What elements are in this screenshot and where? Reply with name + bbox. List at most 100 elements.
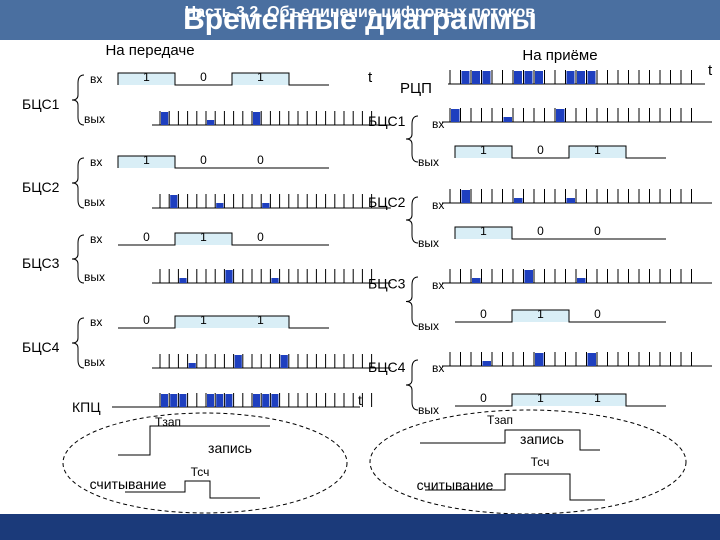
tx-input-label: вх [90, 155, 102, 169]
rx-read-label: считывание [417, 477, 494, 493]
tx-frames-pulse-low [271, 278, 279, 283]
rx-rcp-pulse [577, 71, 585, 84]
tx-frames-pulse-low [179, 278, 187, 283]
tx-output-label: вых [84, 270, 105, 284]
tx-frames-pulse-low [207, 120, 215, 125]
tx-input-bit-label: 0 [143, 230, 150, 244]
rx-write-label: запись [520, 431, 564, 447]
rx-output-bit-label: 1 [480, 143, 487, 157]
rx-output-bit-label: 1 [537, 307, 544, 321]
tx-input-bit-fill [232, 73, 289, 85]
rx-output-label: вых [418, 236, 439, 250]
tx-block-brace [71, 74, 85, 126]
rx-write-trace [420, 429, 600, 451]
tx-kpc-pulse [253, 394, 260, 407]
tx-input-bit-label: 1 [143, 70, 150, 84]
tx-input-bit-fill [118, 156, 175, 168]
tx-frames-pulse [225, 270, 233, 283]
rx-rcp-pulse [524, 71, 533, 84]
tx-kpc-pulse [271, 394, 279, 407]
rx-block-name: БЦС4 [368, 359, 406, 375]
rx-output-bit-label: 1 [594, 143, 601, 157]
tx-input-bit-fill [118, 73, 175, 85]
rx-output-bit-label: 0 [594, 307, 601, 321]
rx-output-bit-fill [569, 146, 626, 158]
rx-frames-pulse [587, 353, 596, 366]
tx-input-trace [117, 72, 329, 86]
rx-frames-pulse-low [577, 278, 586, 283]
rx-block-brace [405, 115, 419, 163]
rx-frames-pulse-low [472, 278, 481, 283]
tx-heading: На передаче [105, 42, 194, 59]
rx-output-bit-label: 1 [537, 391, 544, 405]
title-bar [0, 0, 720, 40]
tx-frames-pulse-low [188, 363, 196, 368]
tx-kpc-pulse [170, 394, 178, 407]
rx-frames-pulse [451, 109, 460, 122]
rx-frames-pulse-low [566, 198, 575, 203]
tx-frames-pulse [170, 195, 178, 208]
tx-output-label: вых [84, 112, 105, 126]
rx-input-label: вх [432, 361, 444, 375]
footer-caption: Часть 3.2. Объединение цифровых потоков [184, 4, 536, 21]
tx-t-read: Тсч [191, 465, 210, 479]
tx-input-bit-label: 0 [257, 230, 264, 244]
tx-kpc-pulse [225, 394, 233, 407]
tx-input-trace [117, 155, 329, 169]
rx-output-trace [454, 145, 666, 159]
tx-input-bit-label: 0 [257, 153, 264, 167]
tx-kpc-pulse [216, 394, 224, 407]
rx-output-bit-label: 0 [594, 224, 601, 238]
tx-input-label: вх [90, 315, 102, 329]
tx-output-label: вых [84, 355, 105, 369]
tx-kpc-pulse [262, 394, 270, 407]
rx-detail-ellipse [369, 409, 687, 515]
rx-t-read: Тсч [531, 455, 550, 469]
rx-output-bit-label: 1 [480, 224, 487, 238]
rx-output-bit-fill [569, 394, 626, 406]
rx-frames-pulse [556, 109, 565, 122]
rx-output-bit-label: 1 [594, 391, 601, 405]
rx-input-label: вх [432, 117, 444, 131]
tx-input-trace [118, 232, 329, 246]
tx-frames-pulse [253, 112, 261, 125]
rx-output-bit-fill [512, 310, 569, 322]
tx-block-brace [71, 317, 85, 369]
tx-block-name: БЦС3 [22, 255, 60, 271]
rx-frames-pulse [461, 190, 470, 203]
tx-frames-pulse [234, 355, 242, 368]
rx-output-bit-label: 0 [480, 391, 487, 405]
tx-t-write: Тзап [155, 415, 181, 429]
rx-rcp-pulse [514, 71, 522, 84]
tx-kpc-t-label: t [358, 392, 362, 408]
rx-input-label: вх [432, 198, 444, 212]
page-title: Временные диаграммы [183, 3, 537, 36]
tx-input-bit-fill [232, 316, 289, 328]
rx-output-label: вых [418, 403, 439, 417]
rx-output-bit-label: 0 [537, 143, 544, 157]
tx-kpc-pulse [179, 394, 187, 407]
tx-block-brace [71, 234, 85, 284]
tx-input-bit-label: 1 [200, 230, 207, 244]
tx-input-trace [118, 315, 329, 329]
tx-write-trace [118, 425, 270, 456]
tx-detail-ellipse [62, 412, 348, 514]
tx-output-label: вых [84, 195, 105, 209]
rx-rcp-pulse [535, 71, 543, 84]
rx-rcp-label: РЦП [400, 80, 432, 97]
rx-block-name: БЦС1 [368, 113, 406, 129]
rx-block-name: БЦС2 [368, 194, 406, 210]
rx-frames-pulse-low [503, 117, 512, 122]
tx-write-label: запись [208, 440, 252, 456]
tx-frames-pulse [280, 355, 288, 368]
tx-input-bit-label: 0 [143, 313, 150, 327]
rx-output-label: вых [418, 155, 439, 169]
rx-rcp-pulse [482, 71, 491, 84]
rx-block-brace [405, 276, 419, 327]
rx-output-bit-label: 0 [537, 224, 544, 238]
tx-input-bit-label: 1 [200, 313, 207, 327]
rx-output-trace [455, 309, 666, 323]
rx-block-brace [405, 359, 419, 411]
tx-frames-pulse-low [262, 203, 270, 208]
